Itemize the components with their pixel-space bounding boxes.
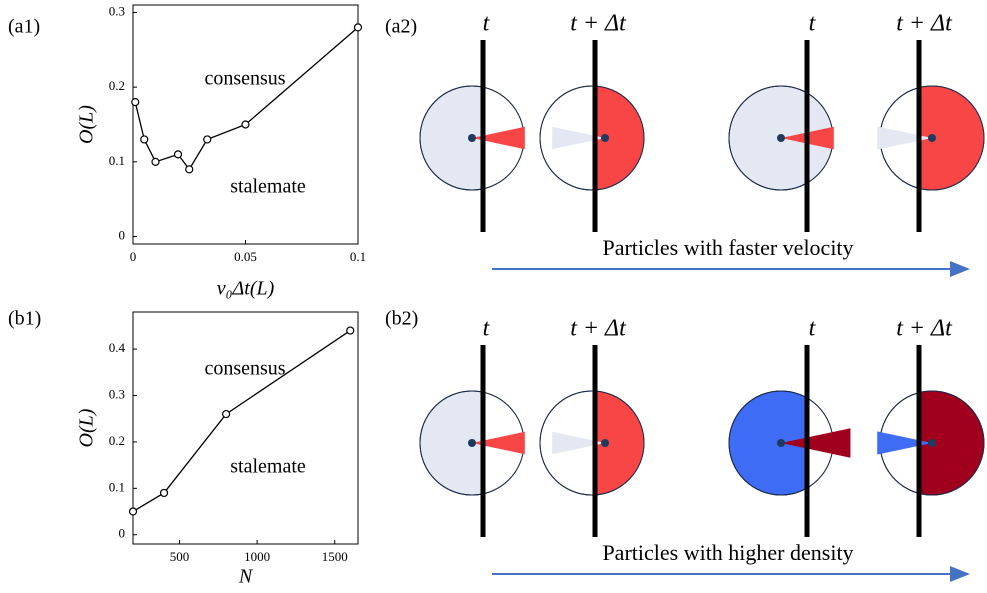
data-line: [132, 330, 351, 513]
data-point: [203, 135, 212, 144]
data-point: [159, 488, 169, 498]
x-tick-label: 500: [170, 549, 190, 564]
annotation: stalemate: [230, 456, 306, 478]
x-axis-label: N: [238, 566, 254, 588]
y-axis-label: O(L): [76, 408, 98, 447]
time-label: t + Δt: [896, 11, 953, 37]
panel-label: (a1): [8, 16, 40, 38]
particle-center: [928, 439, 936, 447]
time-label: t: [809, 316, 817, 342]
y-tick-label: 0.1: [109, 479, 125, 494]
panel-label: (b1): [8, 308, 41, 330]
data-point: [241, 120, 250, 129]
data-line: [134, 26, 359, 171]
direction-wedge: [472, 126, 525, 150]
panel-label: (b2): [385, 308, 418, 330]
caption: Particles with higher density: [602, 540, 853, 565]
time-label: t + Δt: [570, 316, 627, 342]
direction-wedge: [472, 431, 525, 455]
data-point: [151, 157, 160, 166]
disk-half: [595, 86, 645, 190]
y-tick-label: 0.1: [109, 153, 125, 168]
particle-center: [777, 439, 785, 447]
y-tick-label: 0.3: [109, 387, 125, 402]
x-tick-label: 1000: [244, 549, 270, 564]
direction-wedge: [877, 431, 932, 455]
x-tick-label: 0.05: [234, 249, 257, 264]
y-tick-label: 0.2: [109, 78, 125, 93]
disk-half: [919, 391, 984, 496]
direction-wedge: [877, 126, 932, 150]
direction-wedge: [781, 428, 851, 458]
particle-center: [601, 134, 609, 142]
data-point: [131, 97, 140, 107]
time-label: t: [483, 316, 491, 342]
annotation: consensus: [204, 358, 285, 380]
caption: Particles with faster velocity: [602, 235, 853, 260]
data-point: [185, 165, 194, 174]
data-point: [128, 507, 138, 516]
axis-box: [132, 311, 359, 545]
particle-center: [777, 134, 785, 142]
data-point: [173, 150, 183, 159]
x-tick-label: 0: [130, 249, 137, 264]
particle-outline: [539, 85, 645, 191]
particle-center: [468, 439, 476, 447]
disk-half: [919, 86, 984, 191]
y-tick-label: 0.4: [109, 340, 126, 355]
time-label: t: [483, 11, 491, 37]
time-label: t: [809, 11, 817, 37]
direction-wedge: [552, 126, 605, 150]
disk-half: [595, 391, 645, 495]
y-tick-label: 0.2: [109, 433, 125, 448]
annotation: consensus: [204, 68, 285, 90]
time-label: t + Δt: [570, 11, 627, 37]
y-tick-label: 0: [119, 228, 126, 243]
y-tick-label: 0: [119, 526, 126, 541]
particle-center: [928, 134, 936, 142]
direction-wedge: [552, 431, 605, 455]
x-tick-label: 1500: [322, 549, 348, 564]
x-axis-label: v₀Δt(L): [217, 278, 275, 300]
data-point: [346, 326, 355, 335]
particle-center: [468, 134, 476, 142]
particle-center: [601, 439, 609, 447]
time-label: t + Δt: [896, 316, 953, 342]
y-tick-label: 0.3: [109, 3, 125, 18]
data-point: [140, 135, 149, 144]
data-point: [353, 23, 363, 32]
panel-label: (a2): [385, 16, 417, 38]
particle-outline: [539, 390, 645, 496]
annotation: stalemate: [230, 176, 306, 198]
data-point: [222, 409, 231, 419]
x-tick-label: 0.1: [350, 249, 366, 264]
y-axis-label: O(L): [76, 105, 98, 144]
